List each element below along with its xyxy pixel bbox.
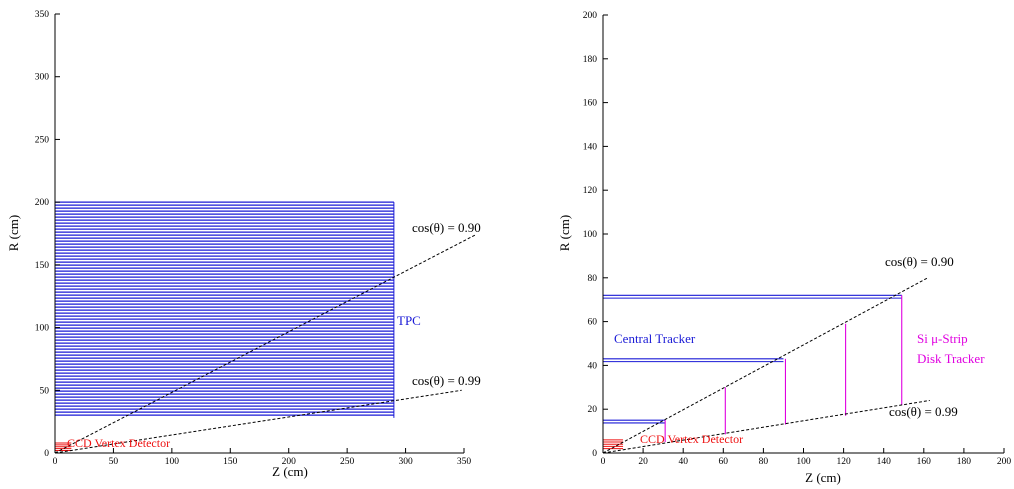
acceptance-cone-line	[602, 277, 929, 454]
x-tick-label: 60	[719, 457, 729, 467]
x-ticks: 0 20 40 60 80 100 120 140 160 180 200	[601, 448, 1012, 467]
x-tick-label: 140	[877, 457, 892, 467]
y-axis-label: R (cm)	[6, 215, 21, 251]
cos90-label: cos(θ) = 0.90	[412, 220, 481, 235]
x-ticks: 0 50 100 150 200 250 300 350	[53, 448, 472, 467]
y-ticks: 0 50 100 150 200 250 300 350	[35, 10, 60, 459]
y-tick-label: 160	[583, 99, 598, 109]
ccd-vertex-detector	[603, 439, 624, 450]
y-tick-label: 200	[583, 11, 598, 21]
y-tick-label: 140	[583, 142, 598, 152]
y-tick-label: 50	[40, 386, 50, 396]
x-axis-label: Z (cm)	[272, 464, 308, 479]
y-tick-label: 100	[35, 324, 50, 334]
x-tick-label: 250	[340, 457, 355, 467]
central-tracker-layers	[603, 294, 902, 424]
disk-tracker-label-line2: Disk Tracker	[917, 351, 985, 366]
x-tick-label: 150	[223, 457, 238, 467]
x-tick-label: 350	[457, 457, 472, 467]
ccd-label: CCD Vertex Detector	[640, 432, 743, 446]
y-tick-label: 250	[35, 135, 50, 145]
disk-tracker-planes	[664, 295, 903, 443]
x-tick-label: 0	[601, 457, 606, 467]
ccd-vertex-detector	[55, 442, 72, 451]
y-tick-label: 0	[44, 449, 49, 459]
x-tick-label: 20	[638, 457, 648, 467]
y-tick-label: 120	[583, 186, 598, 196]
y-tick-label: 300	[35, 73, 50, 83]
right-panel: 0 20 40 60 80 100 120 140 160 180 200 0 20 40 60 80 100…	[557, 11, 1011, 485]
x-tick-label: 300	[398, 457, 413, 467]
y-tick-label: 150	[35, 261, 50, 271]
cos99-label: cos(θ) = 0.99	[412, 373, 481, 388]
x-tick-label: 50	[109, 457, 119, 467]
y-tick-label: 100	[583, 230, 598, 240]
x-tick-label: 100	[796, 457, 811, 467]
x-tick-label: 200	[997, 457, 1012, 467]
disk-tracker-label-line1: Si μ-Strip	[917, 331, 968, 346]
y-axis-label: R (cm)	[557, 215, 572, 251]
acceptance-cone-line	[602, 399, 930, 454]
y-tick-label: 350	[35, 10, 50, 20]
central-tracker-label: Central Tracker	[614, 331, 696, 346]
x-tick-label: 100	[165, 457, 180, 467]
x-tick-label: 160	[917, 457, 932, 467]
x-axis-label: Z (cm)	[805, 470, 841, 485]
y-tick-label: 60	[588, 318, 598, 328]
acceptance-cone-line	[54, 389, 462, 454]
cos99-label: cos(θ) = 0.99	[889, 404, 958, 419]
left-panel: 0 50 100 150 200 250 300 350 0 50 100 150 200 250 300…	[6, 10, 481, 479]
acceptance-cone-line	[54, 234, 476, 454]
x-tick-label: 200	[282, 457, 297, 467]
y-tick-label: 200	[35, 198, 50, 208]
y-tick-label: 0	[592, 449, 597, 459]
cone-lines	[54, 234, 476, 454]
y-tick-label: 20	[588, 405, 598, 415]
y-tick-label: 80	[588, 274, 598, 284]
x-tick-label: 40	[678, 457, 688, 467]
y-tick-label: 180	[583, 55, 598, 65]
cos90-label: cos(θ) = 0.90	[885, 254, 954, 269]
x-tick-label: 120	[836, 457, 851, 467]
x-tick-label: 0	[53, 457, 58, 467]
x-tick-label: 80	[759, 457, 769, 467]
tpc-label: TPC	[397, 313, 421, 328]
y-tick-label: 40	[588, 361, 598, 371]
cone-lines	[602, 277, 930, 454]
ccd-label: CCD Vertex Detector	[67, 436, 170, 450]
tpc-block	[55, 201, 395, 418]
x-tick-label: 180	[957, 457, 972, 467]
y-ticks: 0 20 40 60 80 100 120 140 160 180 200	[583, 11, 608, 459]
